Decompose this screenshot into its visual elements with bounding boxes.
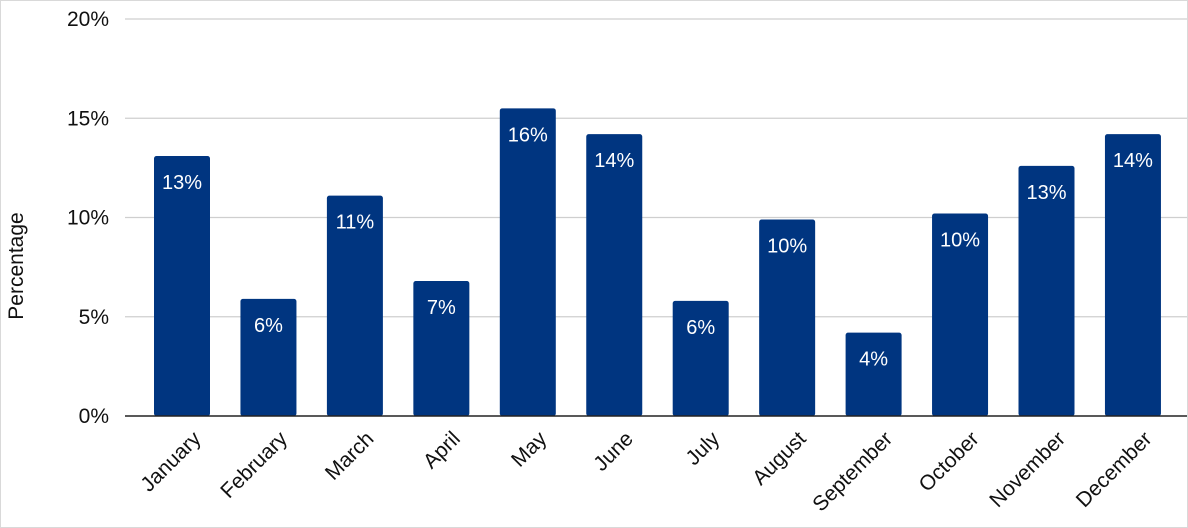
bar-value-label: 11% <box>336 212 375 234</box>
x-tick-label: November <box>985 427 1070 512</box>
y-tick-label: 0% <box>79 405 109 428</box>
x-tick-label: January <box>136 427 205 496</box>
x-tick-label: May <box>507 427 552 472</box>
bar-january <box>154 155 210 416</box>
bar-value-label: 4% <box>859 349 888 371</box>
bar-value-label: 16% <box>508 124 548 146</box>
bar-february <box>240 298 297 416</box>
x-tick-label: September <box>808 427 897 516</box>
bar-december <box>1104 134 1161 416</box>
bar-value-label: 6% <box>686 317 715 339</box>
bar-value-label: 13% <box>162 172 202 194</box>
x-tick-label: August <box>748 427 811 490</box>
bar-value-label: 10% <box>767 235 807 257</box>
x-tick-label: June <box>589 427 637 475</box>
x-tick-label: February <box>216 427 292 503</box>
x-tick-label: July <box>682 427 725 470</box>
y-tick-label: 15% <box>67 107 109 130</box>
y-tick-label: 5% <box>79 306 109 329</box>
bar-august <box>759 219 816 416</box>
bar-july <box>672 300 729 416</box>
bar-november <box>1018 165 1075 416</box>
bar-april <box>413 281 470 416</box>
bars <box>154 108 1161 416</box>
gridlines <box>125 18 1187 318</box>
bar-october <box>932 213 989 416</box>
bar-june <box>586 134 643 416</box>
bar-value-label: 10% <box>940 230 980 252</box>
bar-value-label: 14% <box>1113 150 1153 172</box>
bar-value-label: 14% <box>594 150 634 172</box>
y-tick-label: 10% <box>67 207 109 230</box>
x-tick-label: October <box>914 427 983 496</box>
x-tick-label: December <box>1072 427 1157 512</box>
bar-value-label: 13% <box>1026 182 1066 204</box>
x-tick-label: April <box>419 427 465 473</box>
y-axis-title: Percentage <box>5 212 28 319</box>
bar-may <box>499 108 556 416</box>
bar-september <box>845 332 902 416</box>
y-tick-label: 20% <box>67 8 109 31</box>
bar-march <box>326 195 383 416</box>
bar-value-label: 6% <box>254 315 283 337</box>
bar-value-label: 7% <box>427 297 456 319</box>
x-tick-label: March <box>321 427 379 485</box>
